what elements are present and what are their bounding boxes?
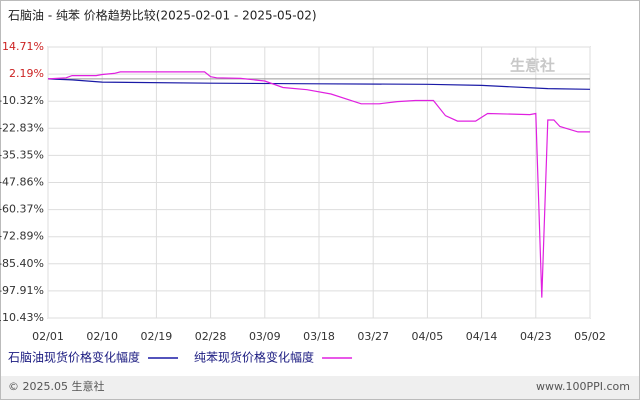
- x-tick-label: 04/23: [520, 330, 552, 343]
- y-tick-label: -10.32%: [0, 94, 44, 107]
- watermark: 生意社: [510, 57, 555, 75]
- footer-bar: [1, 376, 639, 399]
- legend-label: 石脑油现货价格变化幅度: [8, 350, 140, 365]
- y-tick-label: -60.37%: [0, 203, 44, 216]
- y-tick-label: 14.71%: [2, 40, 44, 53]
- footer-right: www.100PPI.com: [536, 380, 630, 393]
- x-tick-label: 02/28: [195, 330, 227, 343]
- y-tick-label: -97.91%: [0, 284, 44, 297]
- x-tick-label: 03/09: [249, 330, 281, 343]
- x-tick-label: 03/18: [303, 330, 335, 343]
- y-tick-label: -35.35%: [0, 148, 44, 161]
- y-tick-label: -47.86%: [0, 176, 44, 189]
- series-line: [47, 71, 590, 298]
- x-tick-label: 03/27: [357, 330, 389, 343]
- footer-left: © 2025.05 生意社: [8, 379, 104, 393]
- legend-label: 纯苯现货价格变化幅度: [194, 350, 314, 365]
- x-tick-label: 04/05: [412, 330, 444, 343]
- x-tick-label: 02/10: [86, 330, 118, 343]
- x-tick-label: 02/01: [32, 330, 64, 343]
- series-line: [47, 78, 591, 90]
- y-tick-label: -110.43%: [0, 311, 44, 324]
- x-tick-label: 05/02: [574, 330, 606, 343]
- y-tick-label: -22.83%: [0, 121, 44, 134]
- y-tick-label: -72.89%: [0, 230, 44, 243]
- x-tick-label: 04/14: [466, 330, 498, 343]
- y-tick-label: -85.40%: [0, 257, 44, 270]
- y-tick-label: 2.19%: [9, 67, 44, 80]
- chart-title: 石脑油 - 纯苯 价格趋势比较(2025-02-01 - 2025-05-02): [8, 8, 317, 23]
- x-tick-label: 02/19: [141, 330, 173, 343]
